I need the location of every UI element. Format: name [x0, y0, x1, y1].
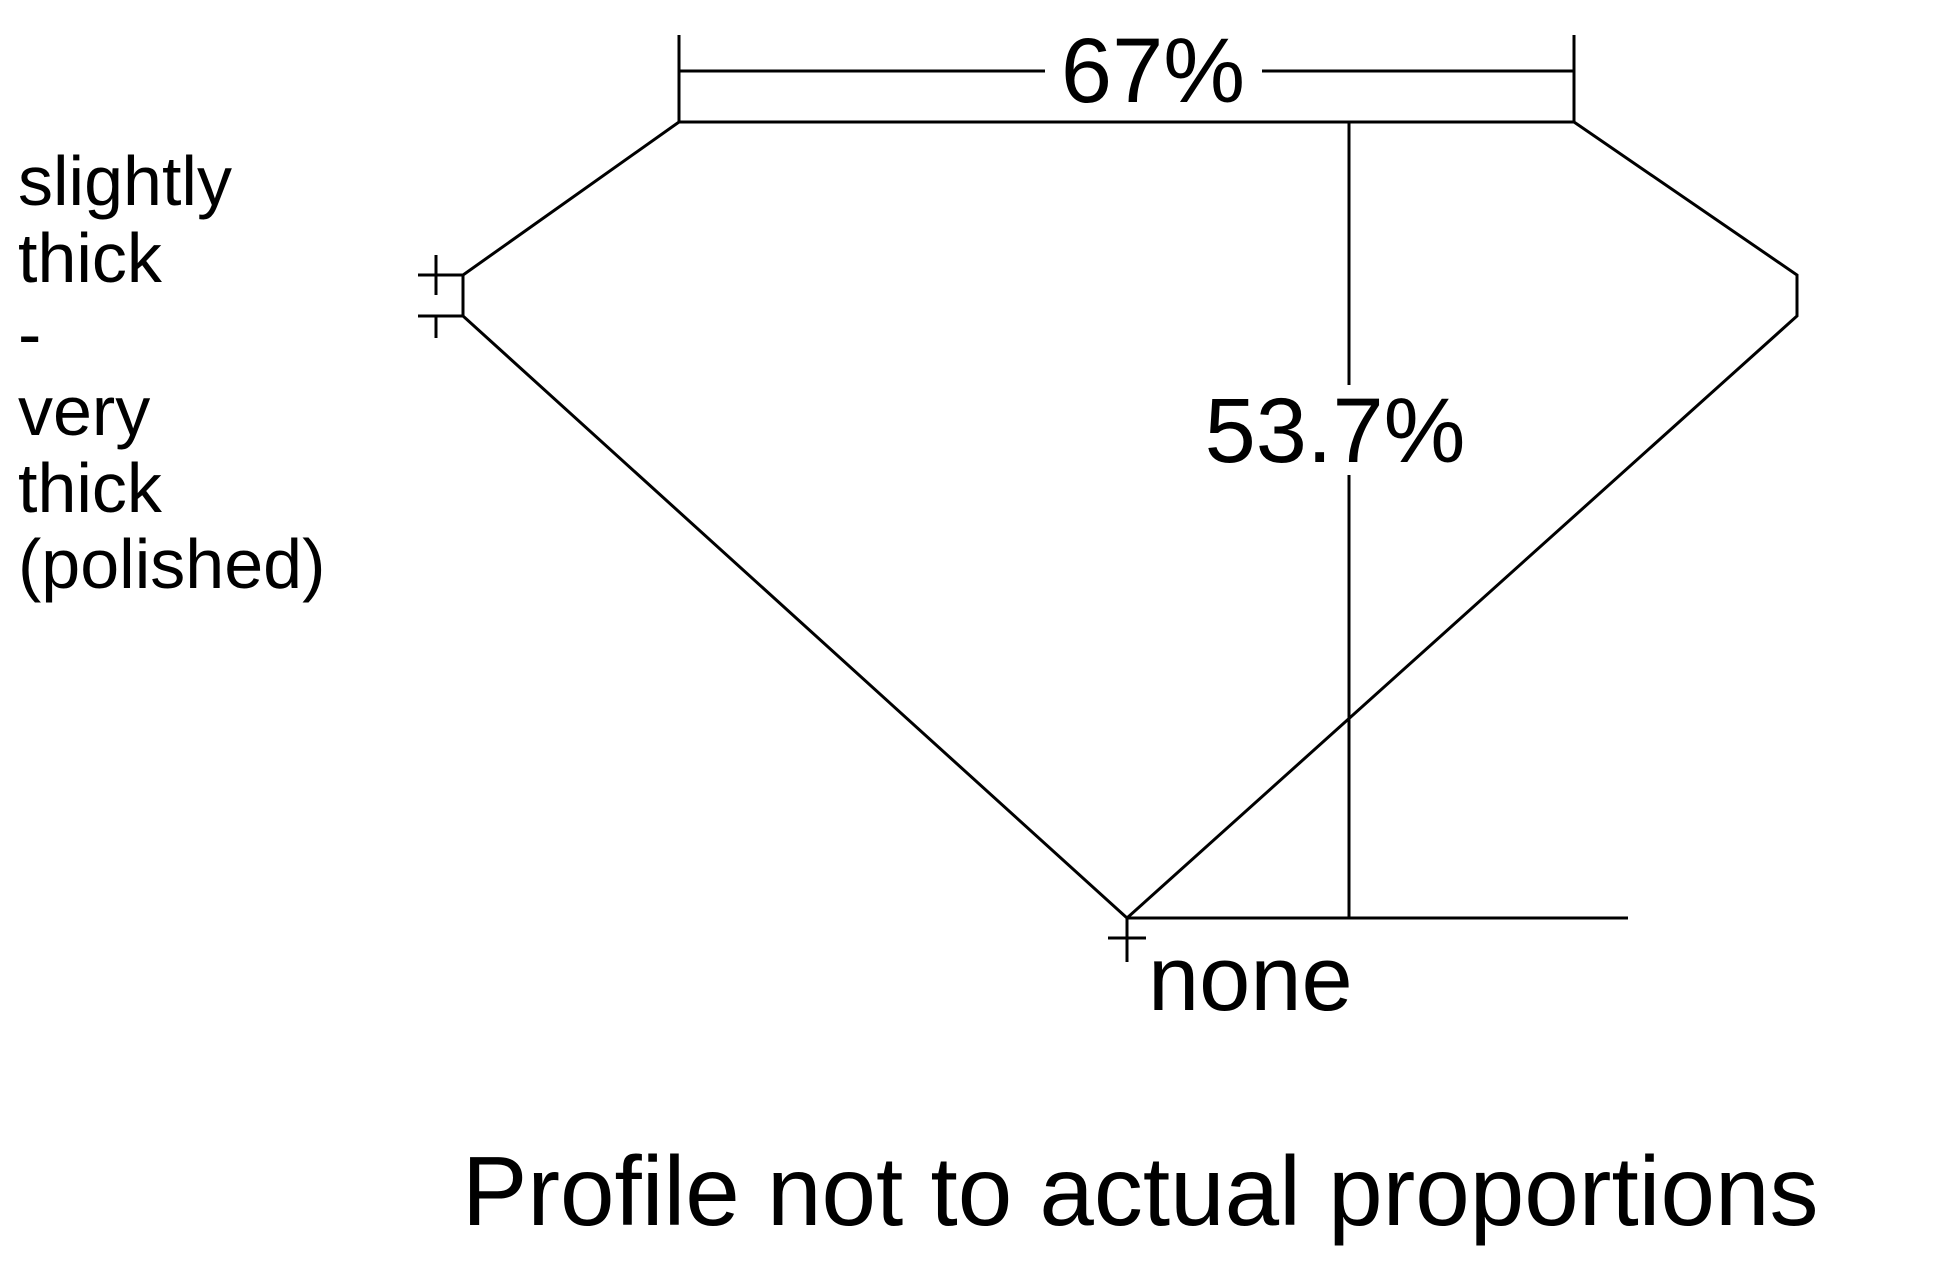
girdle-label: slightly thick - very thick (polished): [18, 142, 325, 603]
girdle-label-line: thick: [18, 219, 163, 297]
diamond-outline: [461, 120, 1799, 921]
girdle-label-line: (polished): [18, 525, 325, 603]
culet-label: none: [1148, 928, 1353, 1030]
girdle-label-line: very: [18, 372, 150, 450]
depth-percentage-label: 53.7%: [1205, 380, 1466, 482]
girdle-label-line: thick: [18, 449, 163, 527]
girdle-marker-bottom: [418, 314, 463, 338]
girdle-marker-top: [418, 255, 463, 295]
table-percentage-label: 67%: [1061, 20, 1245, 122]
girdle-label-line: -: [18, 295, 41, 373]
footer-note: Profile not to actual proportions: [462, 1136, 1818, 1246]
culet-marker: [1108, 918, 1146, 962]
girdle-label-line: slightly: [18, 142, 232, 220]
